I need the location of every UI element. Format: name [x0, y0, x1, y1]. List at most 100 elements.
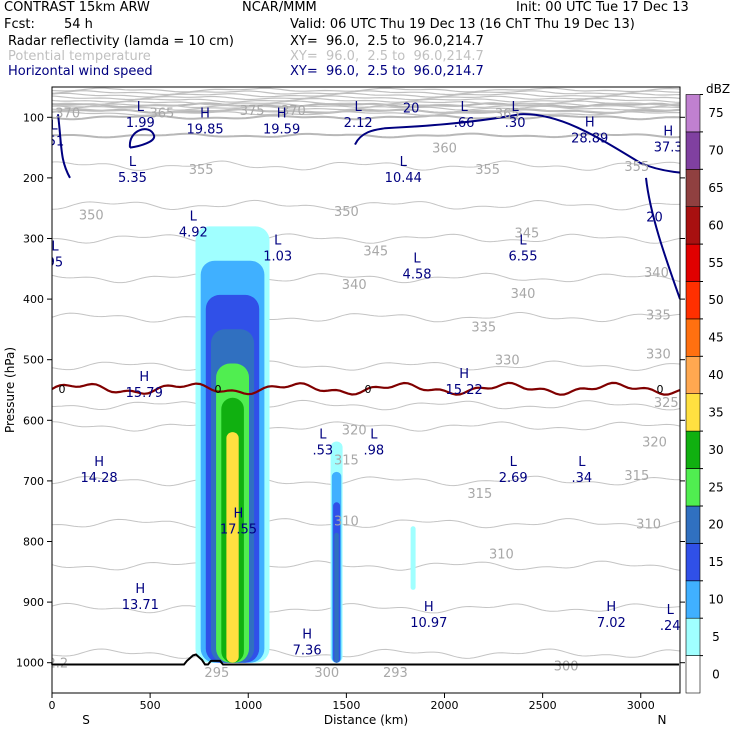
colorbar-label: 10 [708, 593, 723, 607]
theta-label: 335 [471, 320, 496, 335]
fcst-value: 54 h [64, 17, 93, 32]
theta-label: 355 [189, 163, 214, 178]
theta-contour-310 [52, 518, 680, 529]
colorbar-swatch-75 [685, 94, 701, 133]
colorbar-swatch-30 [685, 430, 701, 469]
x-tick-label: 1000 [234, 699, 262, 712]
theta-label: 370 [55, 106, 80, 121]
extremum-value: 19.59 [263, 122, 300, 137]
theta-contour-365 [52, 114, 680, 121]
theta-label: 365 [495, 107, 520, 122]
extremum-low-marker: L [519, 234, 527, 249]
theta-label: 355 [475, 163, 500, 178]
colorbar-label: 0 [712, 667, 720, 681]
y-axis-title: Pressure (hPa) [3, 347, 17, 433]
extremum-low-marker: L [667, 603, 675, 618]
theta-label: 360 [432, 142, 457, 157]
extremum-value: 17.55 [220, 522, 257, 537]
y-tick-label: 900 [23, 596, 44, 609]
y-tick-label: 1000 [16, 657, 44, 670]
extremum-low-marker: L [370, 427, 378, 442]
extremum-value: 14.28 [80, 471, 117, 486]
extremum-low-marker: L [578, 455, 586, 470]
extremum-value: 15.79 [126, 386, 163, 401]
wind-contour-label: 20 [646, 211, 663, 226]
theta-contour-335 [52, 312, 680, 323]
theta-contour-350 [52, 199, 680, 211]
init-time: Init: 00 UTC Tue 17 Dec 13 [516, 0, 689, 15]
extremum-value: .53 [312, 443, 333, 458]
theta-top-band-line [52, 90, 680, 96]
colorbar-label: 70 [708, 144, 723, 158]
extremum-value: 7.36 [293, 643, 322, 658]
theta-contour-355 [52, 160, 680, 171]
extremum-low-marker: L [512, 100, 520, 115]
extremum-high-marker: H [663, 124, 673, 139]
colorbar-swatch-25 [685, 468, 701, 507]
extremum-low-marker: L [400, 155, 408, 170]
extremum-high-marker: H [424, 600, 434, 615]
extremum-value: 37.3 [654, 140, 683, 155]
extremum-value: 10.44 [385, 171, 422, 186]
extremum-value: .24 [660, 619, 681, 634]
y-tick-label: 300 [23, 233, 44, 246]
extremum-value: 15.22 [446, 383, 483, 398]
theta-label: 300 [314, 666, 339, 681]
theta-label: 315 [467, 487, 492, 502]
y-tick-label: 100 [23, 111, 44, 124]
extremum-low-marker: L [319, 427, 327, 442]
center-name: NCAR/MMM [242, 0, 317, 15]
zero-isotherm-line [52, 381, 680, 396]
field-reflectivity-xy: XY= 96.0, 2.5 to 96.0,214.7 [290, 34, 484, 49]
x-tick-label: 2500 [529, 699, 557, 712]
y-tick-label: 800 [23, 536, 44, 549]
theta-contour-360 [52, 132, 680, 139]
theta-top-band-line [52, 87, 680, 93]
colorbar-label: 55 [708, 256, 723, 270]
valid-time: Valid: 06 UTC Thu 19 Dec 13 (16 ChT Thu … [290, 17, 635, 32]
extremum-value: 2.69 [499, 471, 528, 486]
wind-contour-label: 20 [403, 101, 420, 116]
extremum-low-marker: L [461, 100, 469, 115]
extremum-high-marker: H [277, 106, 287, 121]
colorbar-swatch-15 [685, 543, 701, 582]
field-theta-xy: XY= 96.0, 2.5 to 96.0,214.7 [290, 49, 484, 64]
theta-label: 330 [646, 348, 671, 363]
extremum-value: 6.55 [509, 250, 538, 265]
extremum-value: 2.12 [344, 116, 373, 131]
theta-label: 330 [495, 354, 520, 369]
colorbar-label: 5 [712, 630, 720, 644]
theta-label: 310 [636, 517, 661, 532]
reflectivity-cell-1-35dbz [226, 432, 239, 663]
theta-label: 340 [342, 278, 367, 293]
colorbar-label: 45 [708, 331, 723, 345]
extremum-high-marker: H [139, 370, 149, 385]
y-tick-label: 700 [23, 475, 44, 488]
field-wind-xy: XY= 96.0, 2.5 to 96.0,214.7 [290, 64, 484, 79]
theta-contour-340 [52, 272, 680, 284]
extremum-low-marker: L [51, 240, 59, 255]
colorbar-label: 30 [708, 443, 723, 457]
extremum-low-marker: L [50, 118, 58, 133]
theta-label: 300 [554, 660, 579, 675]
extremum-low-marker: L [510, 455, 518, 470]
theta-label: 295 [204, 666, 229, 681]
theta-contour-345 [52, 233, 680, 244]
theta-label: 355 [624, 160, 649, 175]
extremum-value: .30 [505, 116, 526, 131]
extremum-value: 5.35 [118, 171, 147, 186]
extremum-high-marker: H [606, 600, 616, 615]
theta-label: 310 [489, 548, 514, 563]
colorbar-label: 75 [708, 106, 723, 120]
colorbar-swatch-40 [685, 355, 701, 394]
field-reflectivity: Radar reflectivity (lamda = 10 cm) [8, 34, 234, 49]
colorbar-swatch-65 [685, 169, 701, 208]
extremum-value: 4.58 [403, 268, 432, 283]
theta-top-band-line [52, 108, 680, 114]
x-tick-label: 0 [49, 699, 56, 712]
colorbar-swatch-35 [685, 393, 701, 432]
theta-top-band-line [52, 100, 680, 106]
extremum-value: 1.03 [263, 250, 292, 265]
theta-label: 315 [334, 454, 359, 469]
theta-contour-330 [52, 360, 680, 371]
